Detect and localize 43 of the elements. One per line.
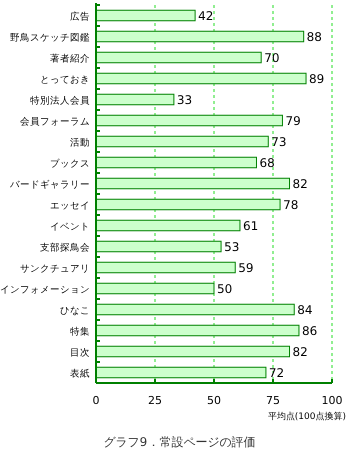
data-label: 72 (268, 366, 284, 380)
y-tick-label: 特別法人会員 (30, 94, 90, 106)
data-label: 79 (285, 114, 301, 128)
data-label: 73 (271, 135, 287, 149)
y-tick-label: 著者紹介 (50, 52, 90, 64)
x-tick-label: 0 (92, 394, 100, 407)
data-label: 61 (242, 219, 258, 233)
y-tick-label: サンクチュアリ (20, 264, 90, 274)
data-label: 89 (309, 72, 324, 86)
y-tick-label: 支部探鳥会 (40, 242, 90, 254)
y-tick-label: バードギャラリー (9, 178, 90, 190)
text: グラフ9．常設ページの評価 (104, 435, 256, 449)
y-tick-label: インフォメーション (0, 284, 90, 296)
y-tick-label: 野鳥スケッチ図鑑 (10, 32, 90, 44)
y-tick-label: エッセイ (50, 200, 90, 212)
y-tick-label: とっておき (40, 74, 90, 86)
data-label: 84 (297, 303, 313, 317)
data-label: 82 (292, 177, 308, 191)
data-label: 86 (302, 324, 318, 338)
data-label: 70 (264, 51, 280, 65)
data-label: 88 (306, 30, 322, 44)
x-tick-label: 75 (266, 394, 280, 407)
y-tick-label: 目次 (70, 348, 90, 358)
x-tick-label: 100 (322, 394, 342, 407)
y-tick-label: 会員フォーラム (20, 116, 90, 128)
data-label: 50 (217, 282, 232, 296)
y-tick-label: 特集 (70, 326, 90, 338)
x-tick-label: 25 (148, 394, 162, 407)
data-label: 82 (292, 345, 308, 359)
data-label: 68 (259, 156, 275, 170)
data-label: 78 (283, 198, 298, 212)
data-label: 42 (198, 9, 214, 23)
data-label: 33 (176, 93, 192, 107)
y-tick-label: ひなこ (60, 306, 90, 316)
y-tick-label: 広告 (70, 10, 90, 22)
y-tick-label: ブックス (50, 158, 90, 170)
data-label: 59 (238, 261, 254, 275)
x-axis-title: 平均点(100点換算) (268, 411, 346, 422)
y-tick-label: 活動 (70, 136, 90, 148)
y-tick-label: 表紙 (70, 368, 90, 380)
data-label: 53 (224, 240, 240, 254)
x-tick-label: 50 (207, 394, 221, 407)
y-tick-label: イベント (50, 222, 90, 232)
